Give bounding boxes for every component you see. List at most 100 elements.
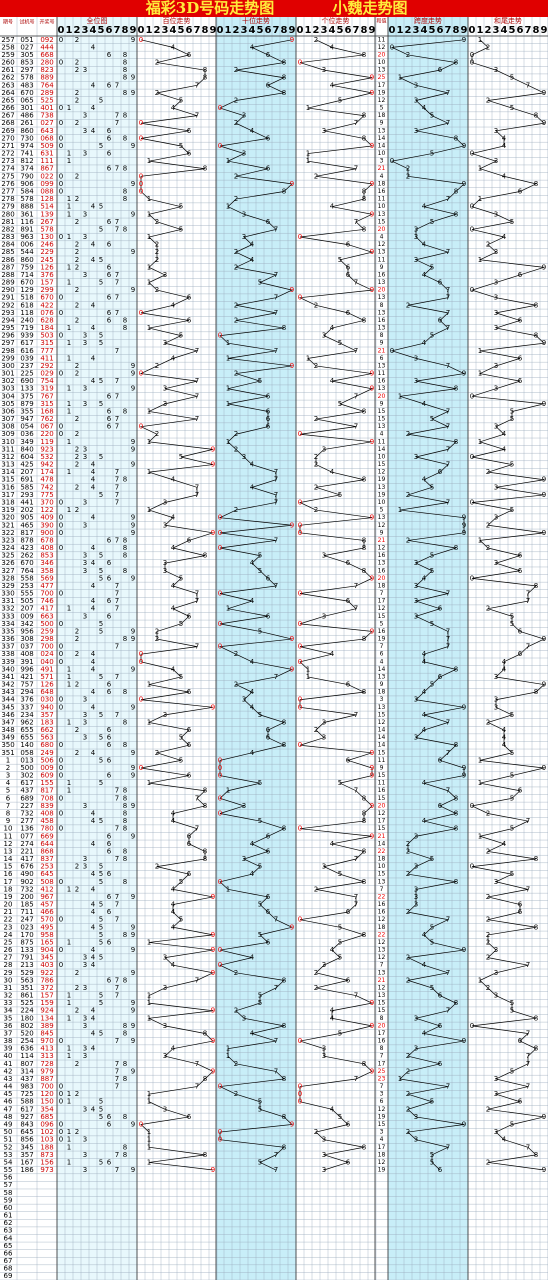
position-digit: 6 xyxy=(346,976,351,984)
full-position-digit: 8 xyxy=(123,787,127,795)
period: 6 xyxy=(6,794,11,802)
draw-number: 837 xyxy=(40,855,53,863)
span-value: 9 xyxy=(462,529,466,537)
span-value: 5 xyxy=(430,1151,434,1159)
period: 35 xyxy=(4,1014,13,1022)
full-position-digit: 1 xyxy=(67,681,71,689)
draw-number: 099 xyxy=(40,180,53,188)
full-position-digit: 8 xyxy=(123,536,127,544)
tail-value: 5 xyxy=(510,620,514,628)
full-position-digit: 9 xyxy=(131,445,135,453)
span-value: 9 xyxy=(462,764,466,772)
full-position-digit: 0 xyxy=(59,620,63,628)
tail-value: 5 xyxy=(510,794,514,802)
full-position-digit: 9 xyxy=(131,764,135,772)
position-digit: 8 xyxy=(203,74,207,82)
position-digit: 4 xyxy=(330,81,335,89)
position-digit: 3 xyxy=(242,696,246,704)
period: 350 xyxy=(1,741,14,749)
full-position-digit: 8 xyxy=(123,188,127,196)
full-position-digit: 6 xyxy=(107,681,112,689)
test-number: 578 xyxy=(20,74,33,82)
full-position-digit: 5 xyxy=(99,999,103,1007)
draw-number: 762 xyxy=(40,415,53,423)
span-value: 5 xyxy=(430,681,434,689)
position-digit: 4 xyxy=(250,703,255,711)
period: 308 xyxy=(1,423,14,431)
position-digit: 2 xyxy=(155,430,159,438)
draw-number: 408 xyxy=(40,810,53,818)
period: 269 xyxy=(1,127,14,135)
draw-number: 823 xyxy=(40,66,53,74)
sum-value: 15 xyxy=(378,795,386,802)
position-digit: 3 xyxy=(163,385,167,393)
sum-value: 17 xyxy=(378,1144,386,1151)
digit-header: 5 xyxy=(429,25,436,36)
table-bg xyxy=(0,17,57,1280)
position-digit: 2 xyxy=(155,627,159,635)
period: 18 xyxy=(4,885,13,893)
period: 42 xyxy=(4,1067,13,1075)
position-digit: 3 xyxy=(163,1022,167,1030)
span-value: 8 xyxy=(454,210,458,218)
full-position-digit: 6 xyxy=(107,741,112,749)
position-digit: 0 xyxy=(298,696,302,704)
full-position-digit: 8 xyxy=(123,794,127,802)
test-number: 314 xyxy=(20,1067,34,1075)
test-number: 213 xyxy=(20,961,33,969)
draw-number: 030 xyxy=(40,696,53,704)
sum-value: 8 xyxy=(380,302,384,309)
position-digit: 8 xyxy=(362,536,366,544)
full-position-digit: 0 xyxy=(59,696,63,704)
full-position-digit: 7 xyxy=(115,218,119,226)
period: 320 xyxy=(1,514,14,522)
position-digit: 1 xyxy=(226,203,230,211)
trend-line xyxy=(390,39,466,1171)
position-digit: 7 xyxy=(274,916,278,924)
span-value: 9 xyxy=(462,1037,466,1045)
period: 270 xyxy=(1,134,14,142)
full-position-digit: 3 xyxy=(83,567,87,575)
full-position-digit: 0 xyxy=(59,119,63,127)
span-value: 7 xyxy=(446,787,450,795)
position-digit: 2 xyxy=(234,248,238,256)
full-position-digit: 5 xyxy=(99,923,103,931)
position-digit: 4 xyxy=(250,870,255,878)
position-digit: 4 xyxy=(171,514,176,522)
sum-value: 15 xyxy=(378,613,386,620)
draw-number: 845 xyxy=(40,1029,53,1037)
full-position-digit: 3 xyxy=(83,954,87,962)
position-digit: 3 xyxy=(322,718,326,726)
period: 9 xyxy=(6,817,10,825)
position-digit: 0 xyxy=(298,703,302,711)
test-number: 588 xyxy=(20,1098,33,1106)
period: 48 xyxy=(4,1113,13,1121)
span-value: 7 xyxy=(446,635,450,643)
draw-number: 409 xyxy=(40,514,53,522)
full-position-digit: 7 xyxy=(115,483,119,491)
period: 310 xyxy=(1,438,14,446)
position-digit: 1 xyxy=(306,104,310,112)
sum-value: 10 xyxy=(378,863,386,870)
span-value: 8 xyxy=(454,385,458,393)
position-digit: 5 xyxy=(258,627,262,635)
full-position-digit: 7 xyxy=(115,294,119,302)
position-digit: 6 xyxy=(187,840,192,848)
full-position-digit: 1 xyxy=(67,1052,71,1060)
position-digit: 7 xyxy=(274,225,278,233)
position-digit: 2 xyxy=(155,248,159,256)
draw-number: 422 xyxy=(40,301,53,309)
position-digit: 4 xyxy=(330,1007,335,1015)
full-position-digit: 2 xyxy=(75,59,79,67)
tail-value: 9 xyxy=(542,89,546,97)
full-position-digit: 2 xyxy=(75,969,79,977)
draw-number: 229 xyxy=(40,248,53,256)
full-position-digit: 6 xyxy=(107,271,112,279)
position-digit: 2 xyxy=(234,1007,238,1015)
full-position-digit: 6 xyxy=(107,392,112,400)
span-value: 8 xyxy=(454,134,458,142)
draw-number: 253 xyxy=(40,863,53,871)
full-position-digit: 7 xyxy=(115,491,119,499)
column-header: 期号 xyxy=(3,20,13,26)
full-position-digit: 4 xyxy=(91,749,96,757)
